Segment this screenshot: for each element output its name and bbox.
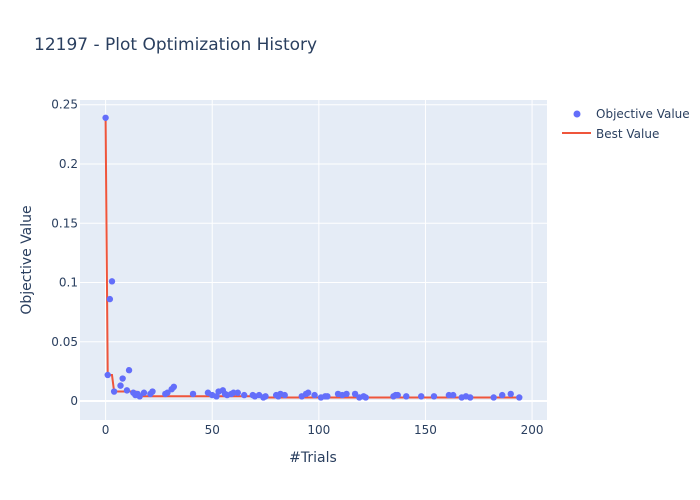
tick-labels: 0 50 100 150 200 0 0.05 0.1 0.15 0.2 0.25 [51, 98, 543, 437]
x-tick-label: 150 [414, 423, 437, 437]
objective-point [164, 389, 171, 396]
chart-title: 12197 - Plot Optimization History [34, 35, 317, 55]
x-tick-label: 100 [307, 423, 330, 437]
objective-point [311, 391, 318, 399]
objective-point [117, 382, 124, 389]
x-tick-label: 50 [205, 423, 220, 437]
objective-point [351, 390, 359, 398]
y-tick-label: 0.2 [59, 157, 78, 171]
objective-point [507, 390, 514, 398]
legend-best-label: Best Value [596, 127, 659, 141]
objective-point [394, 391, 401, 399]
objective-point [362, 394, 369, 401]
objective-point [123, 387, 131, 394]
objective-point [136, 393, 143, 400]
series-layer [102, 114, 523, 401]
objective-point [430, 393, 438, 400]
objective-point [499, 391, 506, 399]
objective-point [516, 394, 523, 401]
objective-point [189, 390, 197, 398]
objective-point [490, 394, 497, 401]
objective-point [281, 391, 288, 399]
x-axis-title: #Trials [289, 450, 337, 466]
objective-point [241, 391, 248, 399]
legend: Objective Value Best Value [562, 107, 690, 141]
objective-point [140, 389, 148, 396]
objective-point [403, 393, 410, 400]
gridlines [80, 100, 547, 420]
objective-point [102, 114, 109, 121]
y-tick-label: 0.15 [51, 216, 78, 230]
y-tick-label: 0 [70, 394, 78, 408]
objective-point [119, 375, 126, 382]
objective-point [170, 383, 178, 391]
objective-point [149, 388, 156, 395]
objective-point [125, 367, 133, 374]
objective-point [304, 389, 312, 396]
y-tick-label: 0.25 [51, 98, 78, 112]
objective-point [324, 393, 331, 400]
plot-area [80, 100, 547, 420]
objective-point [343, 390, 350, 398]
legend-objective-marker [573, 110, 581, 118]
y-tick-label: 0.05 [51, 335, 78, 349]
objective-point [104, 371, 111, 379]
objective-point [449, 391, 457, 399]
y-axis-title: Objective Value [19, 205, 35, 314]
y-tick-label: 0.1 [59, 276, 78, 290]
objective-point [110, 388, 118, 395]
x-tick-label: 200 [521, 423, 544, 437]
objective-point [234, 389, 241, 396]
objective-point [108, 278, 116, 285]
objective-point [417, 393, 425, 400]
objective-point [467, 394, 474, 401]
x-tick-label: 0 [102, 423, 110, 437]
objective-point [106, 295, 114, 303]
objective-point [262, 393, 269, 400]
legend-objective-label: Objective Value [596, 107, 690, 121]
